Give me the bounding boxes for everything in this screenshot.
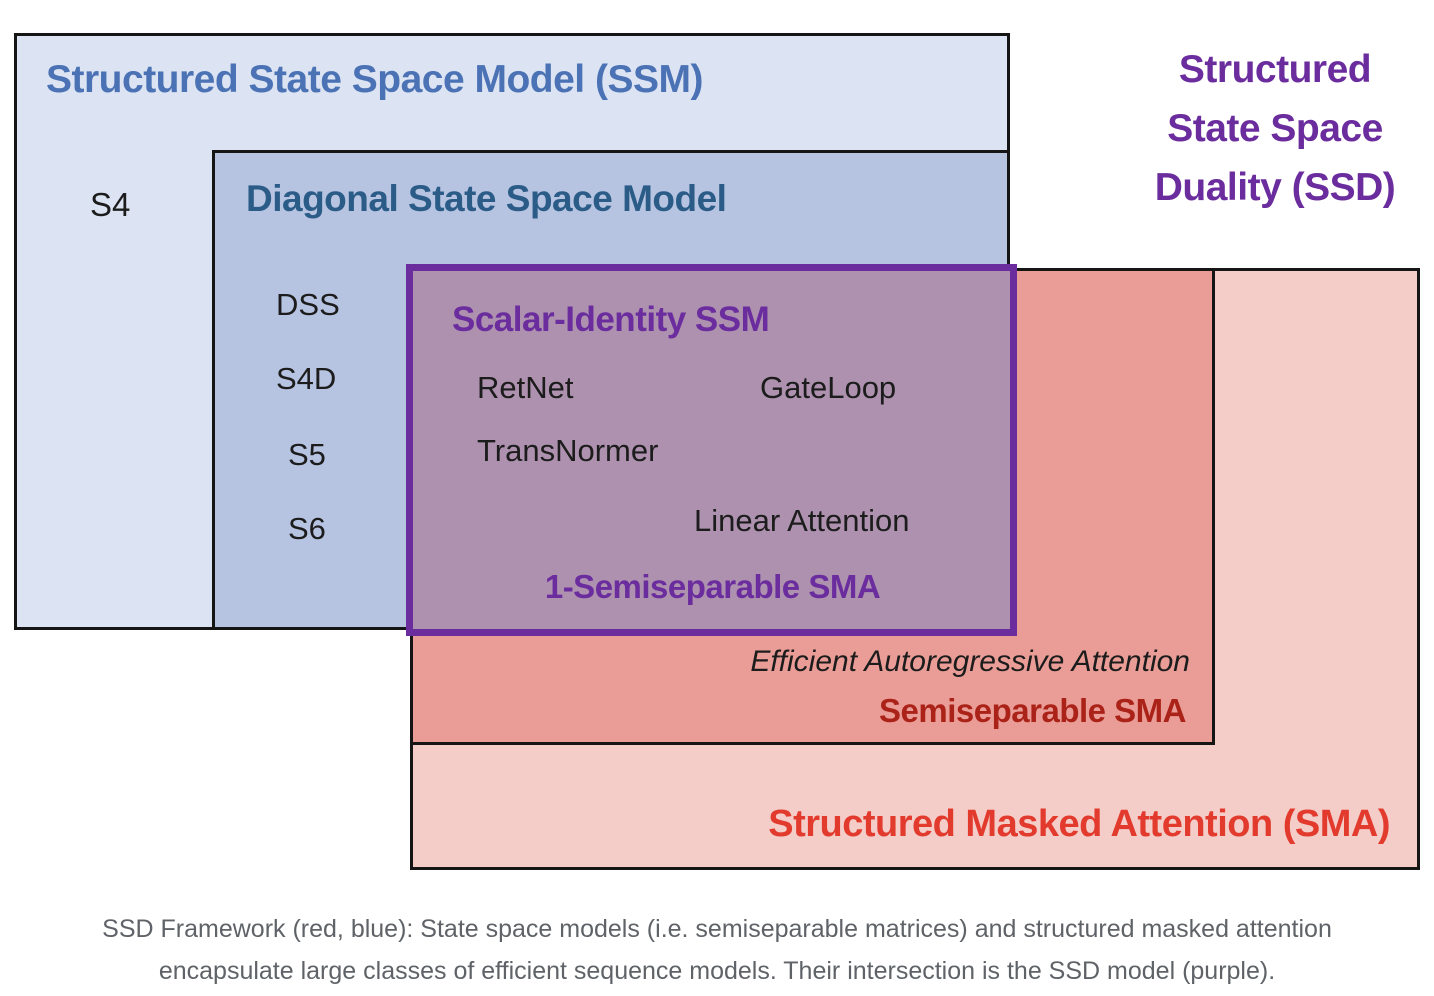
one-semiseparable-sma-title: 1-Semiseparable SMA bbox=[544, 568, 881, 605]
model-label-dss: DSS bbox=[276, 287, 340, 322]
efficient-autoregressive-attention-label: Efficient Autoregressive Attention bbox=[750, 645, 1190, 678]
model-label-linear-attention: Linear Attention bbox=[694, 503, 910, 538]
figure-caption-line-1: SSD Framework (red, blue): State space m… bbox=[102, 915, 1332, 943]
ssm-title: Structured State Space Model (SSM) bbox=[46, 58, 703, 101]
model-label-transnormer: TransNormer bbox=[477, 433, 659, 468]
ssd-duality-line-2: State Space bbox=[1167, 107, 1383, 150]
scalar-identity-ssm-title: Scalar-Identity SSM bbox=[452, 300, 770, 339]
model-label-s6: S6 bbox=[288, 511, 326, 546]
model-label-gateloop: GateLoop bbox=[760, 370, 897, 405]
diagonal-ssm-title: Diagonal State Space Model bbox=[246, 178, 727, 219]
structured-masked-attention-title: Structured Masked Attention (SMA) bbox=[768, 803, 1390, 845]
model-label-s5: S5 bbox=[288, 437, 326, 472]
model-label-s4: S4 bbox=[90, 186, 131, 223]
model-label-s4d: S4D bbox=[276, 361, 337, 396]
figure-caption-line-2: encapsulate large classes of efficient s… bbox=[158, 957, 1276, 985]
model-label-retnet: RetNet bbox=[477, 370, 574, 405]
figure-caption: SSD Framework (red, blue): State space m… bbox=[0, 908, 1434, 992]
ssd-intersection-region bbox=[406, 264, 1017, 636]
ssd-duality-line-3: Duality (SSD) bbox=[1154, 166, 1396, 209]
ssd-duality-line-1: Structured bbox=[1178, 48, 1372, 91]
ssd-duality-title: Structured State Space Duality (SSD) bbox=[1110, 40, 1434, 217]
semiseparable-sma-title: Semiseparable SMA bbox=[879, 692, 1186, 729]
